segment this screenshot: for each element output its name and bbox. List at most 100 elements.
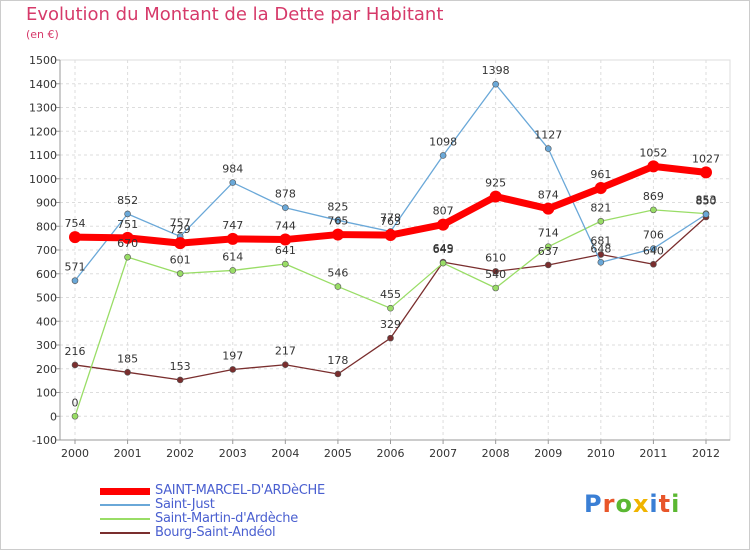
data-label: 1127 [534, 129, 562, 142]
line-chart: -100 0 100 200 300 400 500 600 700 800 900 1000 1100… [29, 54, 731, 460]
data-label: 765 [327, 215, 348, 228]
y-tick-label: 1400 [29, 78, 57, 91]
data-label: 1398 [482, 64, 510, 77]
x-tick-label: 2005 [324, 447, 352, 460]
logo-letter: r [602, 490, 616, 518]
data-point [71, 277, 79, 284]
x-tick-label: 2001 [114, 447, 142, 460]
y-tick-label: 300 [36, 339, 57, 352]
data-label: 757 [170, 216, 191, 229]
data-label: 197 [222, 349, 243, 362]
data-label: 329 [380, 318, 401, 331]
data-label: 610 [485, 251, 506, 264]
data-label: 153 [170, 360, 191, 373]
y-tick-label: 400 [36, 315, 57, 328]
logo-letter: t [658, 490, 672, 518]
data-label: 850 [696, 194, 717, 207]
logo-letter: o [615, 490, 633, 518]
data-point [387, 304, 394, 312]
y-tick-label: 1200 [29, 125, 57, 138]
data-point [71, 361, 79, 369]
legend-item: SAINT-MARCEL-D'ARDèCHE [100, 483, 400, 498]
data-point [437, 218, 450, 231]
data-point [124, 369, 131, 376]
data-label: 641 [275, 244, 296, 257]
data-label: 825 [327, 200, 348, 213]
data-label: 670 [117, 237, 138, 250]
y-tick-label: 900 [36, 197, 57, 210]
data-point [282, 361, 289, 369]
data-point [597, 259, 605, 266]
data-label: 637 [538, 245, 559, 258]
data-point [597, 217, 605, 225]
legend-swatch [100, 504, 150, 506]
legend-swatch [100, 487, 150, 495]
legend-label: Saint-Martin-d'Ardèche [155, 511, 298, 526]
x-tick-label: 2010 [587, 447, 615, 460]
data-label: 640 [643, 244, 664, 257]
data-point [334, 370, 342, 378]
legend-item: Saint-Martin-d'Ardèche [100, 511, 400, 526]
legend-label: Saint-Just [155, 497, 215, 512]
data-label: 807 [433, 205, 454, 218]
data-point [334, 217, 342, 224]
data-point [384, 229, 397, 242]
data-point [174, 237, 187, 250]
logo-letter: i [671, 490, 681, 518]
x-tick-label: 2002 [166, 447, 194, 460]
data-point [650, 245, 657, 252]
logo-letter: P [584, 490, 603, 518]
data-label: 571 [65, 261, 86, 274]
data-point [282, 260, 289, 268]
x-tick-label: 2004 [271, 447, 299, 460]
x-tick-label: 2011 [639, 447, 667, 460]
y-tick-label: 1500 [29, 54, 57, 67]
logo-letter: x [632, 490, 650, 518]
data-label: 706 [643, 229, 664, 242]
data-label: 778 [380, 211, 401, 224]
data-label: 714 [538, 227, 559, 240]
data-label: 763 [380, 215, 401, 228]
data-point [650, 206, 657, 214]
data-label: 540 [485, 268, 506, 281]
chart-legend: SAINT-MARCEL-D'ARDèCHE Saint-Just Saint-Ma… [100, 483, 400, 540]
data-label: 217 [275, 345, 296, 358]
y-tick-label: 1000 [29, 173, 57, 186]
data-point [334, 283, 342, 290]
x-tick-label: 2006 [377, 447, 405, 460]
data-point [700, 166, 712, 179]
data-label: 821 [590, 201, 611, 214]
data-point [279, 233, 292, 246]
data-label: 0 [72, 396, 79, 409]
y-tick-label: 600 [36, 268, 57, 281]
data-label: 601 [170, 254, 191, 267]
y-tick-label: 500 [36, 292, 57, 305]
legend-swatch [100, 518, 150, 520]
y-tick-label: 0 [50, 410, 57, 423]
y-tick-label: 200 [36, 363, 57, 376]
data-point [176, 376, 184, 384]
legend-label: SAINT-MARCEL-D'ARDèCHE [155, 483, 325, 498]
data-label: 961 [590, 168, 611, 181]
y-tick-label: 800 [36, 220, 57, 233]
data-label: 729 [170, 223, 191, 236]
data-label: 874 [538, 189, 559, 202]
legend-item: Bourg-Saint-Andéol [100, 525, 400, 540]
x-tick-label: 2000 [61, 447, 89, 460]
data-label: 1052 [639, 146, 667, 159]
logo-letter: i [649, 490, 659, 518]
data-point [229, 267, 237, 274]
data-point [229, 366, 237, 373]
y-tick-label: 700 [36, 244, 57, 257]
data-label: 178 [327, 354, 348, 367]
data-label: 185 [117, 352, 138, 365]
data-point [69, 231, 81, 244]
data-label: 869 [643, 190, 664, 203]
data-label: 852 [117, 194, 138, 207]
legend-label: Bourg-Saint-Andéol [155, 525, 276, 540]
data-point [702, 211, 710, 218]
data-label: 645 [433, 243, 454, 256]
data-point [387, 334, 394, 342]
proxiti-logo: Proxiti [584, 490, 680, 518]
data-point [492, 80, 499, 88]
